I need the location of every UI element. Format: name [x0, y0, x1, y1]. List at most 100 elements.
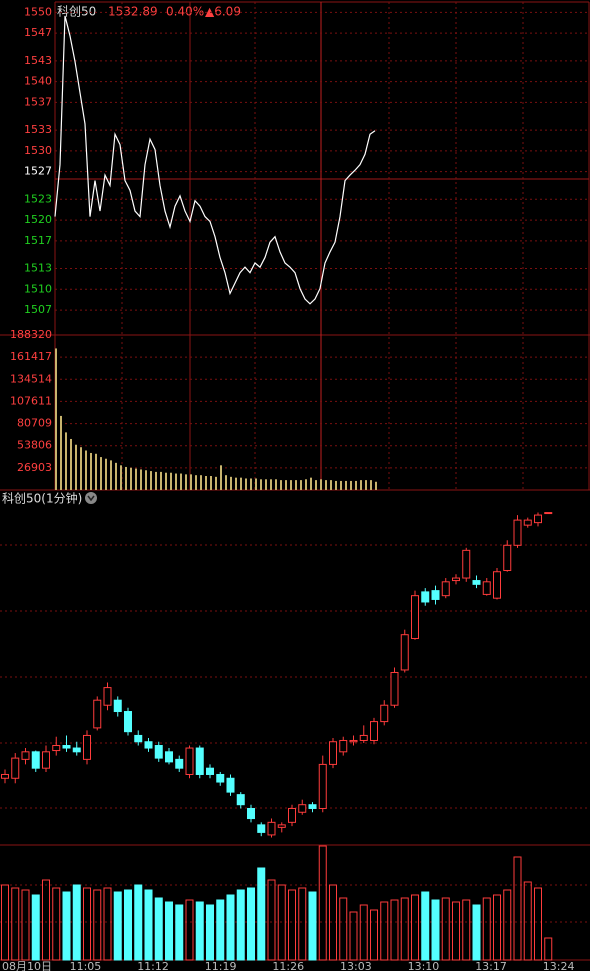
y-tick-label: 1527 — [24, 165, 52, 178]
volume-bar — [70, 438, 72, 490]
volume-bar — [115, 462, 117, 490]
volume-bar — [80, 447, 82, 490]
y-tick-label: 1513 — [24, 262, 52, 275]
candle-body — [257, 824, 266, 833]
volume-bar — [75, 444, 77, 490]
volume-bar — [55, 348, 57, 490]
index-name: 科创50 — [57, 5, 96, 19]
change-percent: 0.40% — [166, 5, 204, 19]
volume-bar — [441, 897, 450, 961]
volume-bar — [185, 899, 194, 961]
volume-bar — [255, 478, 257, 490]
volume-bar — [120, 465, 122, 490]
y-tick-label: 161417 — [10, 350, 52, 363]
y-tick-label: 134514 — [10, 372, 52, 385]
x-tick-label: 11:12 — [137, 960, 169, 971]
y-tick-label: 1510 — [24, 282, 52, 295]
candle-body — [175, 758, 184, 769]
dropdown-icon[interactable] — [85, 492, 97, 504]
volume-bar — [370, 909, 378, 961]
candle-body — [431, 590, 440, 600]
candle-body — [318, 763, 327, 809]
volume-bar — [513, 856, 522, 961]
candle-body — [83, 734, 91, 760]
candle-body — [390, 671, 399, 706]
volume-bar — [165, 901, 173, 961]
volume-bar — [240, 477, 242, 490]
candle-body — [400, 634, 409, 671]
volume-bar — [290, 480, 292, 490]
candle-body — [472, 580, 481, 585]
volume-bar — [493, 894, 501, 961]
volume-bar — [95, 453, 97, 490]
price-line — [54, 15, 376, 305]
candle-body — [370, 721, 378, 741]
volume-bar — [310, 477, 312, 490]
volume-bar — [411, 894, 419, 961]
volume-bar — [185, 474, 187, 490]
candle-body — [11, 757, 20, 779]
volume-bar — [225, 475, 227, 490]
candle-body — [534, 514, 542, 524]
volume-bar — [355, 480, 357, 490]
candle-body — [544, 512, 553, 515]
y-tick-label: 1517 — [24, 234, 52, 247]
candle-body — [62, 745, 71, 749]
volume-bar — [544, 937, 553, 961]
change-value: ▲6.09 — [205, 5, 241, 19]
candle-body — [523, 519, 532, 526]
volume-bar — [90, 452, 92, 490]
volume-bar — [210, 476, 212, 490]
volume-bar — [134, 884, 143, 961]
volume-bar — [144, 889, 153, 961]
volume-bar — [205, 476, 207, 490]
candle-body — [462, 549, 471, 579]
y-tick-label: 1547 — [24, 26, 52, 39]
volume-bar — [150, 471, 152, 490]
volume-bar — [329, 884, 337, 961]
candle-body — [216, 773, 225, 783]
volume-bar — [285, 480, 287, 490]
candle-body — [165, 751, 173, 763]
volume-bar — [325, 480, 327, 490]
candle-body — [113, 699, 122, 713]
candle-body — [277, 824, 286, 828]
volume-bar — [60, 415, 62, 490]
volume-bar — [288, 889, 296, 961]
volume-bar — [421, 891, 430, 961]
candle-body — [42, 751, 50, 769]
candle-body — [72, 747, 81, 753]
candle-body — [482, 581, 491, 595]
volume-bar — [270, 479, 272, 490]
candle-body — [226, 777, 235, 793]
candle-body — [31, 751, 40, 769]
y-tick-label: 1523 — [24, 192, 52, 205]
candle-body — [185, 747, 194, 775]
volume-bar — [318, 845, 327, 961]
volume-bar — [350, 480, 352, 490]
volume-bar — [83, 887, 91, 961]
volume-bar — [42, 879, 50, 961]
candle-body — [21, 751, 30, 760]
volume-bar — [85, 450, 87, 490]
volume-bar — [308, 891, 317, 961]
x-tick-label: 13:03 — [340, 960, 372, 971]
candle-body — [329, 741, 337, 765]
volume-bar — [523, 881, 532, 961]
x-tick-label: 13:24 — [543, 960, 575, 971]
volume-bar — [11, 887, 20, 961]
x-tick-label: 11:05 — [70, 960, 102, 971]
volume-bar — [65, 432, 67, 490]
candle-body — [441, 581, 450, 597]
volume-bar — [330, 480, 332, 490]
kline-title: 科创50(1分钟) — [2, 491, 82, 506]
candle-body — [236, 794, 245, 806]
y-tick-label: 1550 — [24, 5, 52, 18]
volume-bar — [105, 458, 107, 490]
candle-body — [195, 747, 204, 775]
dropdown-chevron — [87, 495, 95, 502]
candle-body — [206, 767, 214, 775]
y-tick-label: 26903 — [17, 461, 52, 474]
volume-bar — [277, 884, 286, 961]
volume-bar — [295, 480, 297, 490]
